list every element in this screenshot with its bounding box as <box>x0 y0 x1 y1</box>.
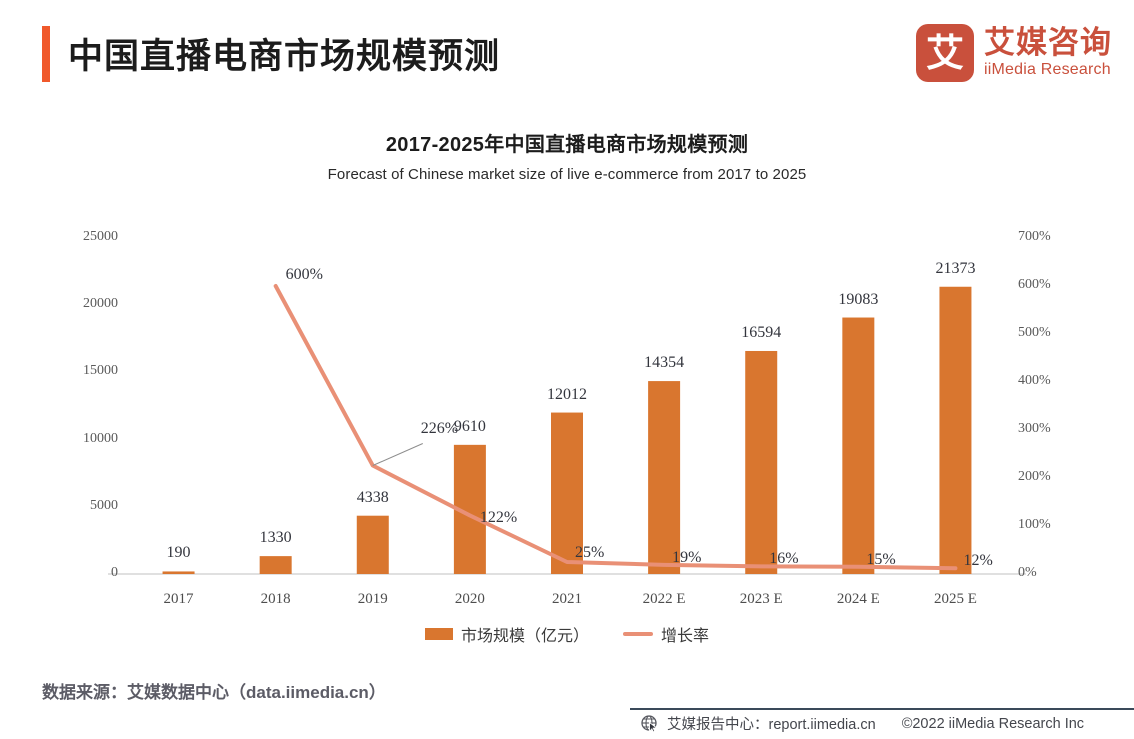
y-axis-right-tick: 400% <box>1018 373 1051 388</box>
bar-2021 <box>551 412 583 574</box>
y-axis-left-tick: 20000 <box>83 296 118 312</box>
growth-rate-label: 600% <box>285 266 323 283</box>
leader-line <box>372 443 423 466</box>
legend-label-bar: 市场规模（亿元） <box>460 628 589 645</box>
bar-2019 <box>356 515 389 574</box>
logo-name-cn: 艾媒咨询 <box>984 25 1112 61</box>
bar-value-label: 21373 <box>935 259 976 277</box>
legend-swatch-line-icon <box>623 632 653 636</box>
x-axis-tick-2018: 2018 <box>260 591 291 607</box>
bar-2018 <box>259 556 292 574</box>
legend-item-line[interactable]: 增长率 <box>623 622 709 646</box>
bar-value-label: 16594 <box>741 323 782 341</box>
growth-rate-label: 19% <box>672 548 702 566</box>
x-axis-tick-2017: 2017 <box>163 591 194 607</box>
legend-swatch-bar-icon <box>424 628 453 640</box>
bar-2023-E <box>745 350 778 574</box>
y-axis-right-tick: 600% <box>1018 277 1051 292</box>
y-axis-left-tick: 5000 <box>90 497 118 513</box>
chart-title: 2017-2025年中国直播电商市场规模预测 <box>385 134 749 156</box>
bar-value-label: 4338 <box>356 488 389 506</box>
page-title: 中国直播电商市场规模预测 <box>68 37 501 76</box>
bar-value-label: 19083 <box>838 290 879 308</box>
y-axis-left-tick: 10000 <box>83 430 118 446</box>
bar-value-label: 12012 <box>547 385 587 403</box>
logo-mark-icon: 艾 <box>916 24 974 82</box>
legend-label-line: 增长率 <box>661 628 710 645</box>
logo-text: 艾媒咨询 iiMedia Research <box>984 27 1112 79</box>
brand-logo: 艾 艾媒咨询 iiMedia Research <box>916 22 1112 84</box>
bar-2025-E <box>939 286 972 574</box>
y-axis-left-tick: 0 <box>111 565 118 580</box>
x-axis-tick-2025-E: 2025 E <box>933 591 977 607</box>
growth-rate-line <box>273 284 958 571</box>
page-header: 中国直播电商市场规模预测 艾 艾媒咨询 iiMedia Research <box>0 0 1134 104</box>
bar-2024-E <box>842 317 875 574</box>
bar-2017 <box>162 571 195 574</box>
footer-bar: 艾媒报告中心：report.iimedia.cn ©2022 iiMedia R… <box>630 708 1134 737</box>
bar-2022-E <box>648 381 681 574</box>
y-axis-right-tick: 0% <box>1018 565 1037 580</box>
footer-report-center: 艾媒报告中心：report.iimedia.cn <box>667 717 876 733</box>
x-axis-tick-2022-E: 2022 E <box>642 591 686 607</box>
logo-name-en: iiMedia Research <box>984 60 1111 78</box>
y-axis-left-tick: 25000 <box>83 229 118 244</box>
y-axis-left-tick: 15000 <box>83 363 118 379</box>
footer-copyright: ©2022 iiMedia Research Inc <box>901 715 1085 732</box>
bar-value-label: 14354 <box>644 354 685 372</box>
x-axis-tick-2019: 2019 <box>357 591 388 607</box>
bar-value-label: 9610 <box>453 417 486 435</box>
legend-item-bar[interactable]: 市场规模（亿元） <box>424 622 589 646</box>
chart-legend: 市场规模（亿元） 增长率 <box>0 622 1134 646</box>
y-axis-right-tick: 700% <box>1018 229 1051 244</box>
growth-rate-label: 16% <box>769 550 799 568</box>
title-accent-bar <box>42 26 50 82</box>
x-axis-tick-2020: 2020 <box>454 591 485 607</box>
y-axis-right-tick: 500% <box>1018 325 1051 340</box>
growth-rate-label: 226% <box>420 419 459 437</box>
growth-rate-label: 25% <box>575 544 605 561</box>
growth-rate-label: 12% <box>963 552 993 570</box>
chart-subtitle: Forecast of Chinese market size of live … <box>327 166 807 183</box>
x-axis-tick-2024-E: 2024 E <box>836 591 880 607</box>
x-axis-tick-2021: 2021 <box>552 591 582 607</box>
x-axis-tick-2023-E: 2023 E <box>739 591 783 607</box>
y-axis-right-tick: 100% <box>1018 517 1051 532</box>
globe-cursor-icon <box>640 714 660 734</box>
growth-rate-label: 122% <box>479 509 518 527</box>
y-axis-right-tick: 300% <box>1018 421 1051 436</box>
bar-value-label: 190 <box>166 544 191 562</box>
source-note: 数据来源：艾媒数据中心（data.iimedia.cn） <box>42 683 386 702</box>
bar-value-label: 1330 <box>259 529 292 547</box>
growth-rate-label: 15% <box>866 550 896 568</box>
y-axis-right-tick: 200% <box>1018 469 1051 484</box>
